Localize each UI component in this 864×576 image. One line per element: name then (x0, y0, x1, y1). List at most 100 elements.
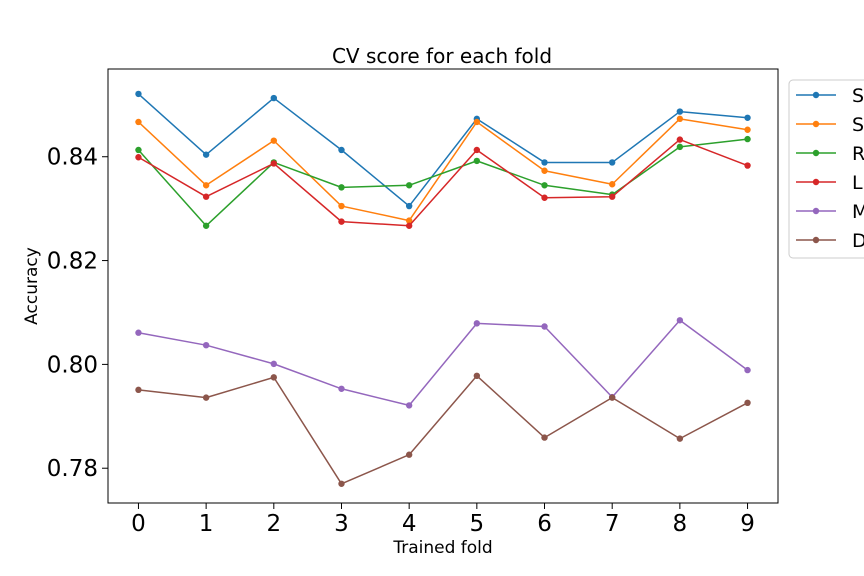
data-point (338, 202, 345, 210)
data-point (338, 218, 345, 225)
legend-item: M (796, 201, 864, 223)
data-point (473, 320, 481, 327)
data-point (744, 126, 751, 133)
data-point (676, 115, 684, 123)
data-point (270, 94, 278, 102)
data-point (202, 193, 210, 200)
data-point (744, 399, 751, 407)
data-point (135, 90, 142, 98)
data-point (608, 181, 616, 188)
data-point (541, 182, 548, 189)
y-tick-label: 0.80 (47, 352, 98, 378)
data-point (135, 118, 142, 126)
data-point (473, 146, 481, 154)
series-layer (135, 90, 751, 487)
data-point (608, 159, 616, 166)
data-point (405, 202, 413, 210)
y-tick-label: 0.84 (47, 145, 98, 171)
legend-swatch-marker (812, 236, 820, 244)
x-tick-label: 0 (131, 511, 146, 537)
plot-area (107, 68, 779, 504)
legend-item: D (796, 230, 864, 252)
x-tick-label: 7 (605, 511, 620, 537)
data-point (270, 137, 278, 144)
data-point (541, 167, 548, 174)
chart-title: CV score for each fold (332, 44, 552, 68)
x-tick-label: 3 (334, 511, 349, 537)
data-point (338, 146, 345, 154)
data-point (676, 108, 684, 115)
data-point (202, 394, 210, 401)
legend-label: S (852, 85, 864, 107)
x-tick-label: 2 (266, 511, 281, 537)
legend-swatch-marker (812, 207, 820, 215)
series-line (138, 138, 748, 227)
legend-swatch-marker (812, 149, 820, 157)
data-point (541, 323, 548, 330)
legend-item: S (796, 85, 864, 107)
data-point (135, 386, 142, 394)
data-point (405, 451, 413, 458)
data-point (608, 394, 616, 401)
series-line (137, 93, 748, 207)
x-tick-label: 9 (740, 511, 755, 537)
data-point (270, 374, 278, 381)
y-tick-label: 0.78 (47, 456, 98, 482)
x-axis-ticks: 0 1 2 3 4 5 6 7 8 9 (131, 503, 755, 537)
y-tick-label: 0.82 (47, 249, 98, 275)
series-line (137, 138, 748, 227)
data-point (405, 182, 413, 189)
data-point (676, 136, 684, 143)
data-point (541, 159, 548, 166)
data-point (541, 194, 548, 201)
series-line (137, 118, 748, 222)
y-axis-label: Accuracy (22, 247, 42, 325)
data-point (676, 317, 684, 324)
x-tick-label: 8 (673, 511, 688, 537)
y-axis-ticks: 0.78 0.80 0.82 0.84 (47, 145, 108, 482)
x-tick-label: 5 (470, 511, 485, 537)
data-point (338, 480, 345, 487)
data-point (202, 182, 210, 189)
x-tick-label: 4 (402, 511, 417, 537)
series-4 (135, 136, 751, 229)
legend-item: L (796, 172, 863, 194)
data-point (744, 114, 751, 121)
data-point (473, 118, 481, 126)
data-point (270, 360, 278, 368)
data-point (270, 160, 278, 167)
data-point (676, 435, 684, 442)
legend-item: R (796, 143, 864, 165)
data-point (608, 193, 616, 200)
data-point (338, 385, 345, 392)
data-point (473, 157, 481, 165)
legend-swatch-marker (812, 178, 820, 186)
data-point (676, 143, 684, 151)
legend-label: L (852, 172, 863, 194)
data-point (744, 366, 751, 374)
legend-item: S (796, 114, 864, 136)
data-point (405, 402, 413, 409)
data-point (405, 217, 413, 224)
data-point (744, 135, 751, 143)
data-point (202, 151, 210, 158)
series-1 (135, 90, 751, 210)
data-point (135, 329, 142, 336)
series-line (138, 375, 748, 485)
data-point (744, 162, 751, 169)
legend-label: S (852, 114, 864, 136)
legend-label: R (852, 143, 864, 165)
x-axis-label: Trained fold (392, 538, 492, 558)
data-point (135, 146, 142, 154)
data-point (473, 372, 481, 380)
legend-swatch-marker (812, 91, 820, 99)
series-6 (135, 372, 751, 487)
series-line (138, 319, 748, 407)
legend-swatch-marker (812, 120, 820, 128)
x-tick-label: 6 (537, 511, 552, 537)
x-tick-label: 1 (199, 511, 214, 537)
